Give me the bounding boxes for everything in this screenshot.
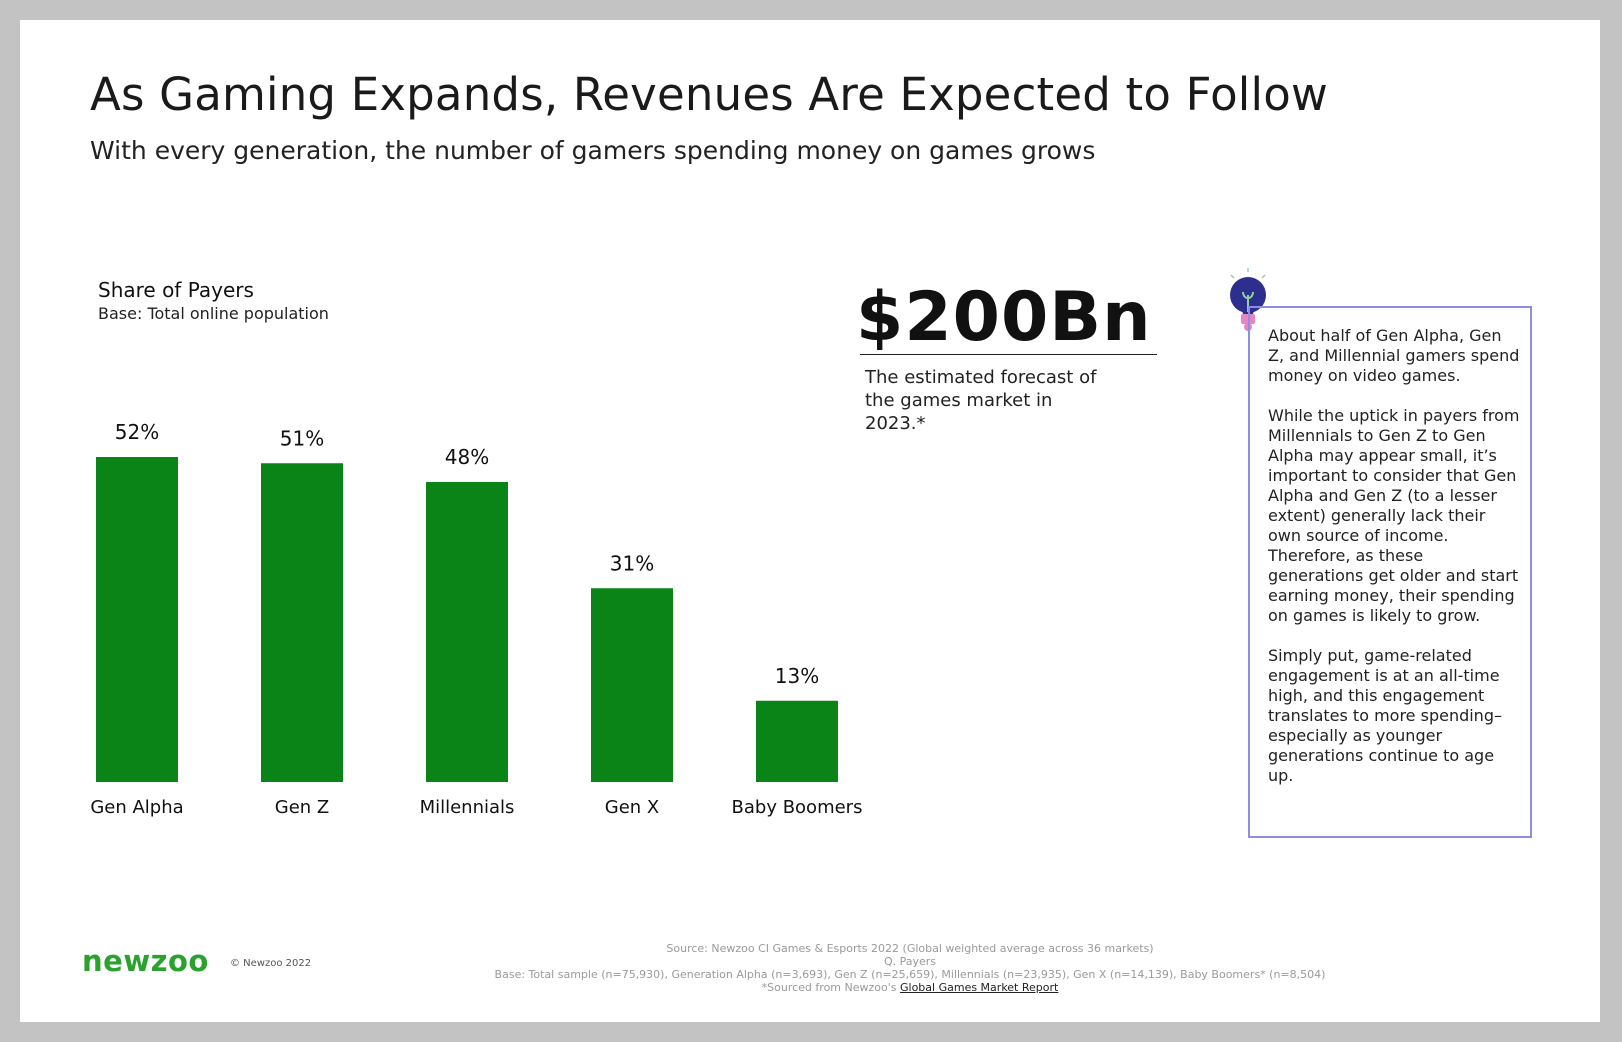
bar-chart: 52% Gen Alpha 51% Gen Z 48% Millennials 31% Gen… [90,420,863,818]
bar-millennials [426,482,508,782]
callout-paragraph: Simply put, game-related engagement is a… [1268,646,1502,785]
bar-baby-boomers [756,700,838,782]
data-label: 51% [280,426,324,450]
chart-base-note: Base: Total online population [98,304,329,323]
sourced-line: *Sourced from Newzoo's Global Games Mark… [450,981,1370,994]
category-label: Gen Alpha [90,797,183,818]
callout-paragraph: While the uptick in payers from Millenni… [1268,406,1520,625]
market-forecast-value: $200Bn [856,278,1152,357]
page-title: As Gaming Expands, Revenues Are Expected… [90,68,1328,121]
category-label: Millennials [420,797,515,818]
slide: As Gaming Expands, Revenues Are Expected… [20,20,1600,1022]
source-footnote: Source: Newzoo CI Games & Esports 2022 (… [450,942,1370,994]
copyright: © Newzoo 2022 [230,958,312,969]
callout-text: About half of Gen Alpha, Gen Z, and Mill… [1268,326,1520,806]
callout-box [1248,306,1532,838]
bar-gen-z [261,463,343,782]
data-label: 48% [445,445,489,469]
data-label: 31% [610,551,654,575]
category-label: Baby Boomers [732,797,863,818]
category-label: Gen Z [275,797,329,818]
report-link[interactable]: Global Games Market Report [900,981,1059,994]
sourced-prefix: *Sourced from Newzoo's [761,981,900,994]
chart-title: Share of Payers [98,278,254,302]
data-label: 52% [115,420,159,444]
question-line: Q. Payers [883,955,937,968]
bar-gen-alpha [96,457,178,782]
newzoo-logo: newzoo [82,944,209,978]
forecast-divider [860,354,1157,355]
source-line: Source: Newzoo CI Games & Esports 2022 (… [666,942,1154,955]
data-label: 13% [775,664,819,688]
page-subtitle: With every generation, the number of gam… [90,136,1096,165]
callout-paragraph: About half of Gen Alpha, Gen Z, and Mill… [1268,326,1520,385]
bar-gen-x [591,588,673,782]
category-label: Gen X [605,797,659,818]
base-line: Base: Total sample (n=75,930), Generatio… [494,968,1326,981]
market-forecast-description: The estimated forecast of the games mark… [865,367,1097,434]
